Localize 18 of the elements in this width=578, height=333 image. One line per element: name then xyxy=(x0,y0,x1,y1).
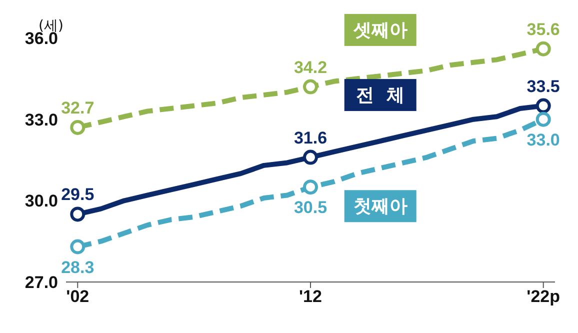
data-label: 32.7 xyxy=(61,98,94,118)
data-label: 30.5 xyxy=(294,198,328,218)
x-tick-label: '02 xyxy=(66,287,90,306)
data-label: 31.6 xyxy=(294,128,328,148)
series-label: 셋째아 xyxy=(352,20,408,41)
y-tick-label: 33.0 xyxy=(24,110,58,130)
data-label: 28.3 xyxy=(61,258,94,277)
data-label: 29.5 xyxy=(61,185,94,204)
y-tick-label: 27.0 xyxy=(24,273,58,292)
data-label: 34.2 xyxy=(294,58,328,77)
x-tick-label: '12 xyxy=(299,287,322,306)
data-label: 33.0 xyxy=(526,130,560,150)
data-label: 35.6 xyxy=(526,20,560,39)
x-tick-label: '22p xyxy=(526,287,560,306)
series-label: 첫째아 xyxy=(353,196,408,218)
y-tick-label: 30.0 xyxy=(24,192,58,211)
data-label: 33.5 xyxy=(526,76,560,96)
series-label: 전 체 xyxy=(356,85,405,106)
